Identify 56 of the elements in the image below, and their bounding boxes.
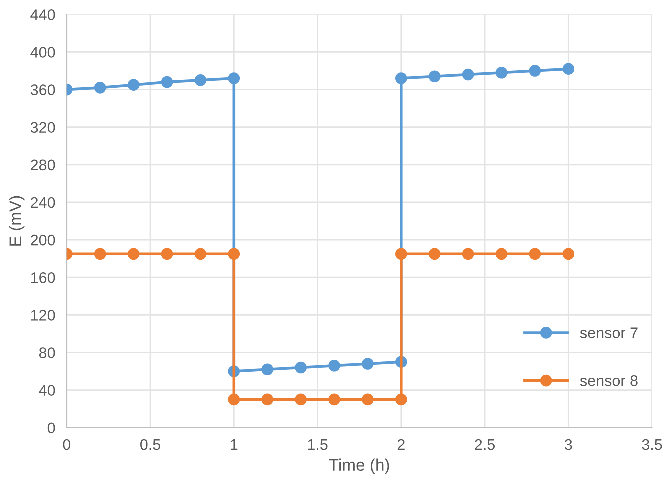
x-tick-label: 0 <box>63 439 71 450</box>
point <box>228 394 240 406</box>
point <box>262 364 274 376</box>
point <box>328 360 340 372</box>
point <box>395 72 408 84</box>
y-tick-label: 360 <box>30 84 56 96</box>
point <box>428 248 441 260</box>
point <box>529 65 542 77</box>
y-tick-label: 400 <box>30 47 56 58</box>
point <box>228 72 240 84</box>
x-tick-label: 0.5 <box>140 439 161 450</box>
y-tick-label: 80 <box>39 348 56 358</box>
y-tick-label: 240 <box>31 197 56 208</box>
point <box>262 394 274 406</box>
point <box>428 70 441 83</box>
point <box>362 358 374 370</box>
point <box>362 394 374 406</box>
x-tick-label: 2.5 <box>475 439 496 450</box>
y-tick-label: 440 <box>30 10 56 20</box>
y-tick-label: 120 <box>31 310 56 321</box>
point <box>295 394 307 406</box>
point <box>128 79 140 92</box>
x-tick-label: 3 <box>564 439 572 450</box>
point <box>562 63 575 76</box>
point <box>161 248 174 260</box>
x-axis-title: Time (h) <box>329 458 390 474</box>
point <box>496 66 508 79</box>
point <box>462 68 474 81</box>
y-tick-label: 320 <box>30 122 56 134</box>
point <box>94 82 106 94</box>
point <box>161 76 174 88</box>
point <box>496 248 508 260</box>
y-tick-label: 40 <box>39 385 56 396</box>
point <box>395 248 408 260</box>
x-tick-label: 1 <box>231 440 238 450</box>
point <box>194 248 207 260</box>
point <box>228 248 240 260</box>
point <box>128 248 140 260</box>
point <box>328 394 340 406</box>
legend-label: sensor 7 <box>580 328 638 338</box>
point <box>194 74 207 86</box>
point <box>94 248 106 260</box>
y-tick-label: 160 <box>31 272 56 284</box>
point <box>462 248 474 260</box>
y-tick-label: 0 <box>48 422 56 434</box>
y-axis-title: E (mV) <box>9 196 25 246</box>
point <box>529 248 542 260</box>
x-tick-label: 3.5 <box>642 439 662 450</box>
point <box>395 394 408 406</box>
legend-label: sensor 8 <box>580 375 638 386</box>
y-tick-label: 200 <box>31 234 56 246</box>
x-tick-label: 1.5 <box>308 440 328 450</box>
x-tick-label: 2 <box>398 439 405 450</box>
point <box>295 362 307 374</box>
point <box>562 248 575 260</box>
y-tick-label: 280 <box>31 160 56 171</box>
